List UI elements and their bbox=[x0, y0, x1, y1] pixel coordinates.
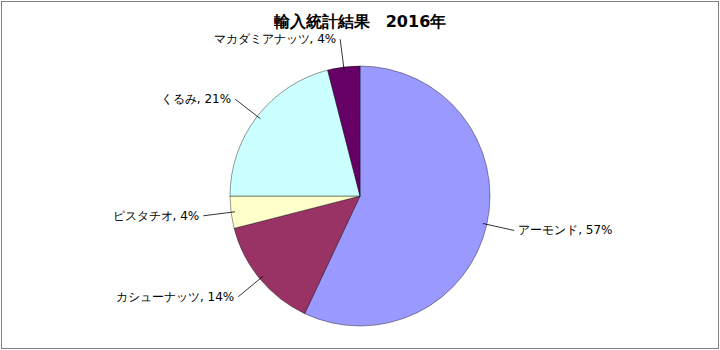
data-label: マカダミアナッツ, 4% bbox=[214, 32, 337, 46]
leader-line bbox=[340, 39, 344, 71]
slice bbox=[230, 196, 360, 228]
data-label: アーモンド, 57% bbox=[518, 223, 612, 237]
leader-line bbox=[235, 99, 260, 119]
leader-line bbox=[483, 223, 514, 230]
data-label: ピスタチオ, 4% bbox=[113, 209, 200, 223]
data-labels: アーモンド, 57% カシューナッツ, 14% ピスタチオ, 4% くるみ, 21% マ… bbox=[113, 32, 613, 303]
slice bbox=[328, 66, 360, 196]
leader-line bbox=[203, 212, 235, 216]
data-label: カシューナッツ, 14% bbox=[116, 290, 234, 304]
chart: 輸入統計結果 2016年アーモンド, 57% カシューナッツ, 14% ピスタチオ,… bbox=[0, 0, 720, 350]
chart-frame bbox=[2, 2, 719, 349]
leader-line bbox=[238, 276, 263, 296]
data-label: くるみ, 21% bbox=[161, 92, 231, 106]
slices bbox=[230, 66, 490, 326]
title: 輸入統計結果 2016年 bbox=[273, 12, 447, 31]
